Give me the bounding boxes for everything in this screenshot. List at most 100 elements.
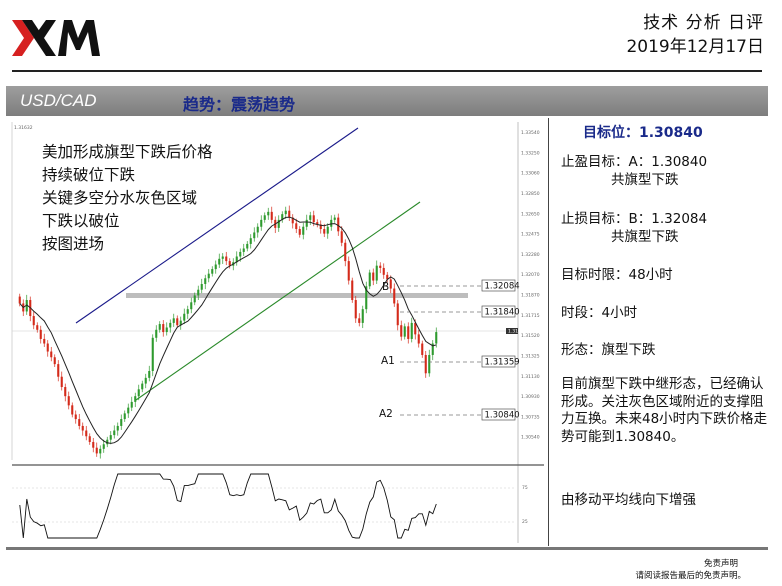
level-a2-value: 1.30840 bbox=[485, 411, 520, 421]
level-a2-marker: A2 bbox=[379, 408, 393, 420]
y-tick-label: 1.30540 bbox=[521, 435, 540, 441]
candle-body bbox=[228, 261, 231, 266]
candle-body bbox=[60, 376, 63, 388]
osc-tick-25: 25 bbox=[522, 519, 528, 525]
candle-body bbox=[365, 286, 368, 310]
take-profit-label: 止盈目标：A：1.30840 bbox=[561, 154, 708, 170]
candle-body bbox=[239, 251, 242, 257]
y-tick-label: 1.33250 bbox=[521, 150, 540, 156]
time-horizon: 目标时限：48小时 bbox=[561, 267, 673, 283]
candle-body bbox=[372, 272, 375, 281]
candle-body bbox=[78, 419, 81, 426]
candle-body bbox=[186, 309, 189, 314]
candle-body bbox=[214, 264, 217, 270]
level-A1: A1 1.31359 bbox=[381, 355, 520, 368]
candle-body bbox=[340, 231, 343, 243]
osc-tick-75: 75 bbox=[522, 485, 528, 491]
candle-body bbox=[389, 279, 392, 289]
current-price-text: 1.31625 bbox=[508, 329, 527, 335]
candle-body bbox=[344, 242, 347, 262]
y-tick-label: 1.32280 bbox=[521, 252, 540, 258]
candle-body bbox=[302, 226, 305, 235]
target-heading: 目标位：1.30840 bbox=[583, 125, 703, 141]
lower-channel-line bbox=[135, 201, 421, 401]
upper-channel-line bbox=[75, 127, 359, 324]
candle-body bbox=[281, 214, 284, 220]
candle-body bbox=[165, 327, 168, 333]
candle-body bbox=[74, 414, 77, 420]
report-date: 2019年12月17日 bbox=[626, 37, 764, 57]
y-axis: 1.33540 1.33250 1.33060 1.32850 1.32650 1.324… bbox=[521, 130, 540, 441]
candle-body bbox=[92, 441, 95, 448]
candle-body bbox=[193, 295, 196, 303]
annotation-line-5: 按图进场 bbox=[42, 235, 104, 253]
candle-body bbox=[116, 425, 119, 431]
candle-body bbox=[127, 407, 130, 414]
candle-body bbox=[312, 215, 315, 223]
candle-body bbox=[57, 364, 60, 377]
candle-body bbox=[85, 430, 88, 437]
stop-loss-note: 共旗型下跌 bbox=[611, 229, 679, 245]
candle-body bbox=[435, 332, 438, 344]
annotation-line-4: 下跌以破位 bbox=[42, 212, 120, 230]
disclaimer-text: 请阅读报告最后的免责声明。 bbox=[635, 571, 746, 581]
level-b-marker: B bbox=[382, 281, 389, 293]
candle-body bbox=[197, 289, 200, 296]
y-tick-label: 1.31325 bbox=[521, 353, 540, 359]
moving-average-line bbox=[19, 216, 437, 444]
candle-body bbox=[386, 274, 389, 280]
candle-body bbox=[309, 215, 312, 220]
candle-body bbox=[102, 444, 105, 449]
candle-body bbox=[354, 300, 357, 319]
candle-body bbox=[53, 357, 56, 365]
level-stop-value: 1.31840 bbox=[485, 308, 520, 318]
candle-body bbox=[358, 318, 361, 323]
candle-body bbox=[295, 223, 298, 230]
candle-body bbox=[382, 267, 385, 275]
pattern: 形态：旗型下跌 bbox=[561, 342, 656, 358]
oscillator-panel: 75 25 bbox=[12, 473, 528, 539]
candle-body bbox=[291, 217, 294, 224]
y-tick-label: 1.32475 bbox=[521, 232, 540, 238]
level-A2: A2 1.30840 bbox=[379, 408, 520, 421]
candle-body bbox=[323, 229, 326, 234]
candle-body bbox=[43, 338, 46, 344]
candle-body bbox=[25, 300, 28, 312]
candle-body bbox=[393, 288, 396, 304]
analysis-panel: 目标位：1.30840 止盈目标：A：1.30840 共旗型下跌 止损目标：B：… bbox=[548, 118, 778, 546]
candle-body bbox=[379, 265, 382, 268]
candle-body bbox=[204, 278, 207, 284]
symbol-label: USD/CAD bbox=[20, 91, 97, 110]
candle-body bbox=[337, 217, 340, 232]
candle-body bbox=[431, 343, 434, 355]
candle-body bbox=[361, 309, 364, 323]
candle-body bbox=[396, 303, 399, 326]
candle-body bbox=[270, 211, 273, 220]
candle-body bbox=[403, 326, 406, 337]
candle-body bbox=[183, 313, 186, 321]
candle-body bbox=[218, 258, 221, 265]
candle-body bbox=[288, 210, 291, 218]
candle-body bbox=[50, 351, 53, 358]
candle-body bbox=[253, 232, 256, 239]
candle-body bbox=[106, 439, 109, 445]
trend-label: 趋势：震荡趋势 bbox=[183, 95, 296, 114]
annotation-line-1: 美加形成旗型下跌后价格 bbox=[42, 143, 213, 161]
candle-body bbox=[305, 219, 308, 227]
timeframe: 时段：4小时 bbox=[561, 305, 638, 321]
report-title: 技术 分析 日评 bbox=[643, 13, 764, 33]
candle-body bbox=[176, 318, 179, 326]
take-profit-note: 共旗型下跌 bbox=[611, 172, 679, 188]
candle-body bbox=[39, 329, 42, 339]
price-chart: 1.31632 1.33540 1.33250 1.33060 1.32850 1.32… bbox=[8, 118, 544, 546]
candle-body bbox=[71, 405, 74, 415]
candle-body bbox=[211, 269, 214, 274]
candle-body bbox=[155, 329, 158, 338]
candle-body bbox=[46, 343, 49, 352]
y-tick-label: 1.31870 bbox=[521, 293, 540, 299]
candle-body bbox=[221, 256, 224, 259]
annotation-line-3: 关键多空分水灰色区域 bbox=[42, 189, 197, 207]
y-tick-label: 1.30735 bbox=[521, 414, 540, 420]
oscillator-line bbox=[19, 473, 437, 539]
